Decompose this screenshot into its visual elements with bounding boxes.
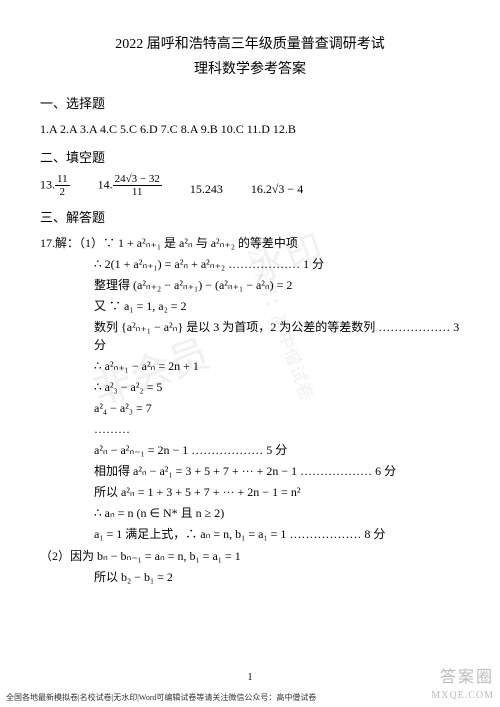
section-choice: 一、选择题 <box>40 94 460 114</box>
footer-text: 全国各地最新模拟卷|名校试卷|无水印|Word可编辑试卷等请关注微信公众号：高中… <box>6 692 316 703</box>
line-6: ∴ a²₃ − a²₂ = 5 <box>94 378 460 396</box>
q13-den: 2 <box>55 186 70 198</box>
line-5: ∴ a²ₙ₊₁ − a²ₙ = 2n + 1 <box>94 357 460 375</box>
line-13: a₁ = 1 满足上式，∴ aₙ = n, b₁ = a₁ = 1 ………………… <box>94 525 460 543</box>
q16-val: 2√3 − 4 <box>266 182 303 196</box>
q16-label: 16. <box>251 182 266 196</box>
q14-label: 14. <box>98 177 113 191</box>
q14-den: 11 <box>113 186 162 198</box>
line-15-wrap: 所以 b₂ − b₁ = 2 <box>94 568 460 586</box>
line-10: 相加得 a²ₙ − a²₁ = 3 + 5 + 7 + ··· + 2n − 1… <box>94 462 460 480</box>
title-main: 2022 届呼和浩特高三年级质量普查调研考试 <box>40 34 460 55</box>
title-sub: 理科数学参考答案 <box>40 59 460 80</box>
section-fill: 二、填空题 <box>40 148 460 168</box>
line-1: ∴ 2(1 + a²ₙ₊₁) = a²ₙ + a²ₙ₊₂ ……………… 1 分 <box>94 255 460 273</box>
q17-label: 17.解： <box>40 236 79 250</box>
q13: 13.112 <box>40 173 70 198</box>
q15: 15.243 <box>190 180 223 198</box>
section-solve: 三、解答题 <box>40 208 460 228</box>
line-9: a²ₙ − a²ₙ₋₁ = 2n − 1 ……………… 5 分 <box>94 441 460 459</box>
line-2: 整理得 (a²ₙ₊₂ − a²ₙ₊₁) − (a²ₙ₊₁ − a²ₙ) = 2 <box>94 276 460 294</box>
fill-answers: 13.112 14.24√3 − 3211 15.243 16.2√3 − 4 <box>40 173 460 198</box>
line-4: 数列 {a²ₙ₊₁ − a²ₙ} 是以 3 为首项，2 为公差的等差数列 ………… <box>94 318 460 354</box>
line-15: 所以 b₂ − b₁ = 2 <box>94 568 460 586</box>
line-8: ……… <box>94 420 460 438</box>
q17: 17.解：（1）∵ 1 + a²ₙ₊₁ 是 a²ₙ 与 a²ₙ₊₂ 的等差中项 <box>40 234 460 252</box>
q13-num: 11 <box>55 173 70 186</box>
q14-num: 24√3 − 32 <box>113 173 162 186</box>
line-7: a²₄ − a²₃ = 7 <box>94 399 460 417</box>
q17-part1: （1）∵ 1 + a²ₙ₊₁ 是 a²ₙ 与 a²ₙ₊₂ 的等差中项 <box>79 236 298 250</box>
line-11: 所以 a²ₙ = 1 + 3 + 5 + 7 + ··· + 2n − 1 = … <box>94 483 460 501</box>
line-3: 又 ∵ a₁ = 1, a₂ = 2 <box>94 297 460 315</box>
corner-watermark-url: MXQE.COM <box>431 690 494 701</box>
page-number: 1 <box>0 672 500 683</box>
q14: 14.24√3 − 3211 <box>98 173 162 198</box>
solution-body: ∴ 2(1 + a²ₙ₊₁) = a²ₙ + a²ₙ₊₂ ……………… 1 分 … <box>94 255 460 543</box>
q16: 16.2√3 − 4 <box>251 180 303 198</box>
line-12: ∴ aₙ = n (n ∈ N* 且 n ≥ 2) <box>94 504 460 522</box>
page: 2022 届呼和浩特高三年级质量普查调研考试 理科数学参考答案 一、选择题 1.… <box>0 0 500 599</box>
q17-part2: （2）因为 bₙ − bₙ₋₁ = aₙ = n, b₁ = a₁ = 1 <box>40 547 460 565</box>
q13-label: 13. <box>40 177 55 191</box>
choice-answers: 1.A 2.A 3.A 4.C 5.C 6.D 7.C 8.A 9.B 10.C… <box>40 120 460 138</box>
